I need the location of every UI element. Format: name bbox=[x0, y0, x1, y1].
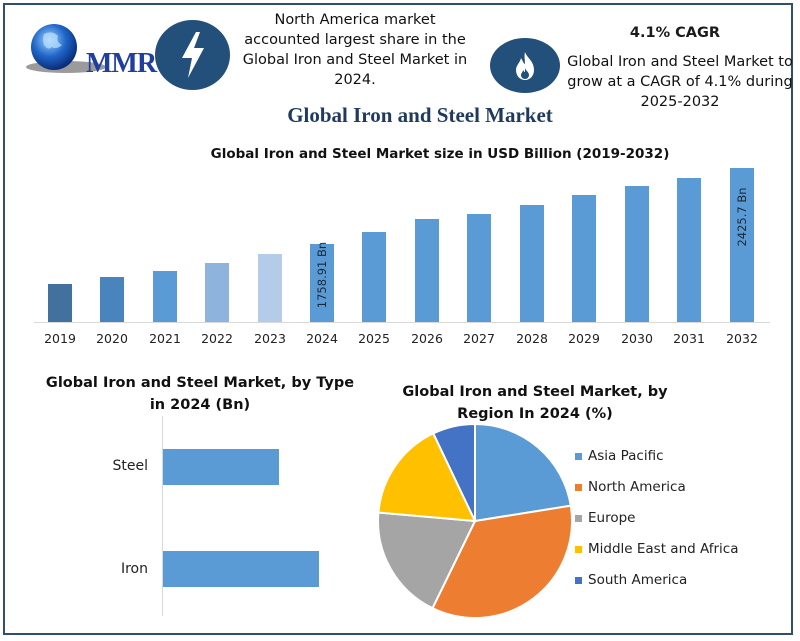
x-label: 2029 bbox=[568, 331, 600, 346]
legend-asia-pacific: Asia Pacific bbox=[575, 448, 664, 464]
type-bar-steel bbox=[163, 449, 279, 485]
label-2032-value: 2425.7 Bn bbox=[735, 187, 749, 247]
bar-2031 bbox=[677, 178, 701, 322]
type-label-steel: Steel bbox=[112, 458, 149, 474]
bar-2029 bbox=[572, 195, 596, 322]
bar-2021 bbox=[153, 271, 177, 322]
x-label: 2019 bbox=[44, 331, 76, 346]
x-label: 2027 bbox=[463, 331, 495, 346]
pie-slice-north-america bbox=[431, 504, 574, 619]
x-axis-labels: 2019 2020 2021 2022 2023 2024 2025 2026 … bbox=[34, 331, 770, 349]
region-chart-title: Global Iron and Steel Market, by Region … bbox=[402, 384, 668, 422]
type-chart-title: Global Iron and Steel Market, by Type in… bbox=[45, 375, 355, 413]
x-label: 2024 bbox=[306, 331, 338, 346]
x-label: 2023 bbox=[254, 331, 286, 346]
pie-slice-middle-east-africa bbox=[377, 432, 477, 523]
region-pie-chart bbox=[377, 422, 574, 619]
cagr-info: Global Iron and Steel Market to grow at … bbox=[567, 54, 793, 110]
bar-2028 bbox=[520, 205, 544, 322]
infographic-frame bbox=[3, 3, 793, 635]
pie-slice-south-america bbox=[431, 422, 476, 522]
bar-2019 bbox=[48, 284, 72, 322]
legend-swatch bbox=[575, 483, 582, 491]
x-axis-line bbox=[34, 322, 770, 323]
legend-label: Asia Pacific bbox=[588, 448, 664, 464]
legend-middle-east-africa: Middle East and Africa bbox=[575, 541, 739, 557]
legend-label: Europe bbox=[588, 510, 636, 526]
x-label: 2032 bbox=[726, 331, 758, 346]
market-size-chart-title: Global Iron and Steel Market size in USD… bbox=[210, 146, 670, 162]
bar-2030 bbox=[625, 186, 649, 322]
legend-label: North America bbox=[588, 479, 686, 495]
bar-2020 bbox=[100, 277, 124, 322]
type-bar-iron bbox=[163, 551, 319, 587]
x-label: 2026 bbox=[411, 331, 443, 346]
market-size-chart: 1758.91 Bn 2425.7 Bn bbox=[34, 160, 770, 322]
x-label: 2021 bbox=[149, 331, 181, 346]
legend-swatch bbox=[575, 545, 582, 553]
x-label: 2030 bbox=[621, 331, 653, 346]
logo-text: MMR bbox=[86, 48, 157, 79]
globe-icon bbox=[26, 24, 106, 73]
legend-label: South America bbox=[588, 572, 688, 588]
legend-label: Middle East and Africa bbox=[588, 541, 739, 557]
lightning-icon bbox=[155, 20, 230, 90]
bar-2027 bbox=[467, 214, 491, 322]
type-chart-axis bbox=[162, 416, 163, 616]
legend-europe: Europe bbox=[575, 510, 635, 526]
legend-swatch bbox=[575, 576, 582, 584]
legend-swatch bbox=[575, 514, 582, 522]
x-label: 2028 bbox=[516, 331, 548, 346]
main-title: Global Iron and Steel Market bbox=[287, 103, 553, 127]
bar-2022 bbox=[205, 263, 229, 322]
bar-2023 bbox=[258, 254, 282, 322]
x-label: 2020 bbox=[96, 331, 128, 346]
x-label: 2022 bbox=[201, 331, 233, 346]
legend-south-america: South America bbox=[575, 572, 687, 588]
x-label: 2031 bbox=[673, 331, 705, 346]
north-america-info: North America market accounted largest s… bbox=[242, 12, 468, 88]
legend-swatch bbox=[575, 452, 582, 460]
flame-icon bbox=[490, 38, 560, 93]
bar-2032 bbox=[730, 168, 754, 322]
pie-slice-europe bbox=[377, 511, 477, 610]
cagr-title: 4.1% CAGR bbox=[629, 25, 721, 41]
mmr-logo: MMR bbox=[14, 20, 157, 80]
legend-north-america: North America bbox=[575, 479, 686, 495]
label-2024-value: 1758.91 Bn bbox=[315, 241, 329, 309]
bar-2025 bbox=[362, 232, 386, 322]
pie-slice-asia-pacific bbox=[474, 422, 572, 523]
type-label-iron: Iron bbox=[120, 561, 148, 577]
x-label: 2025 bbox=[358, 331, 390, 346]
bar-2026 bbox=[415, 219, 439, 322]
bar-2024 bbox=[310, 244, 334, 322]
